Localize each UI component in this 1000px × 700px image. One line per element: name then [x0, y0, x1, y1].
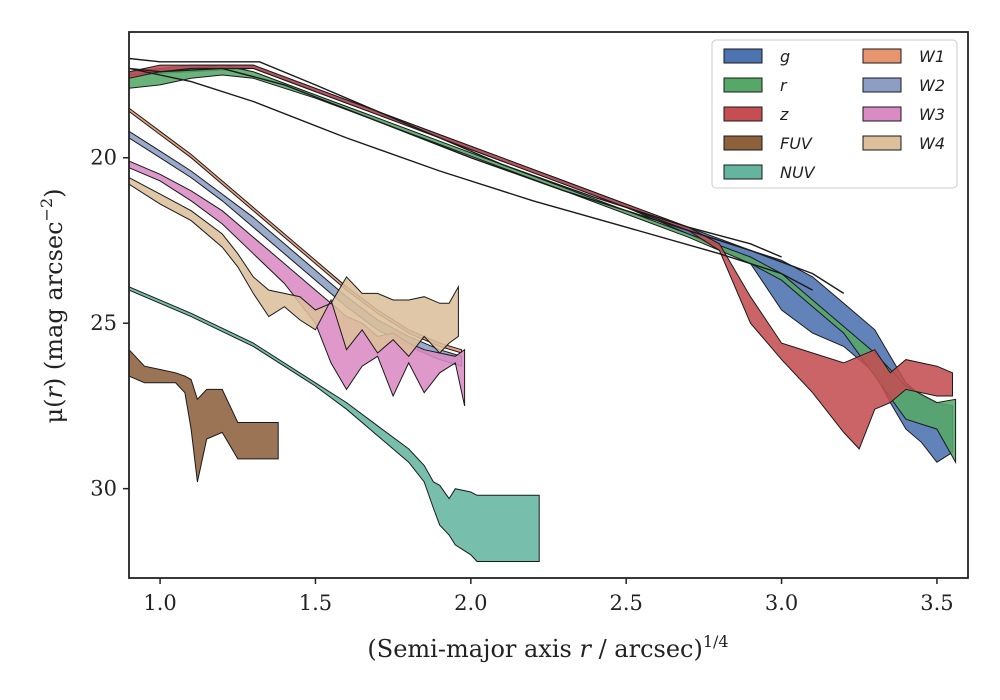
legend-label-w3: W3 — [919, 105, 945, 124]
x-axis-label-suffix: / arcsec) — [591, 635, 703, 663]
y-axis-label-suffix: ) — [40, 188, 68, 197]
legend-swatch-w1 — [862, 48, 902, 64]
legend-label-fuv: FUV — [780, 134, 813, 153]
x-tick-label: 2.0 — [454, 591, 487, 615]
legend-label-r: r — [780, 76, 788, 95]
x-axis-label-exponent: 1/4 — [703, 632, 729, 651]
x-axis-ticks: 1.0 1.5 2.0 2.5 3.0 3.5 — [143, 578, 954, 615]
x-axis-label-prefix: (Semi-major axis — [367, 635, 579, 663]
legend-swatch-w3 — [862, 106, 902, 122]
x-tick-label: 3.0 — [765, 591, 798, 615]
legend: grz FUV NUV W1 W2 W3 W4 — [711, 39, 958, 189]
legend-swatch-nuv — [723, 164, 763, 180]
y-axis-label-var: r — [40, 386, 68, 399]
legend-swatch-r — [723, 77, 763, 93]
legend-label-w1: W1 — [919, 47, 945, 66]
model-lines — [129, 57, 845, 294]
x-axis-label-var: r — [579, 635, 592, 663]
legend-label-w2: W2 — [919, 76, 945, 95]
y-axis-ticks: 20 25 30 — [90, 146, 129, 501]
band-z — [129, 64, 953, 450]
x-tick-label: 1.5 — [299, 591, 332, 615]
legend-label-nuv: NUV — [780, 163, 816, 182]
legend-label-z: z — [779, 105, 789, 124]
legend-swatch-fuv — [723, 135, 763, 151]
y-axis-label: μ(r) (mag arcsec−2) — [37, 188, 68, 423]
x-tick-label: 2.5 — [609, 591, 642, 615]
x-tick-label: 3.5 — [920, 591, 953, 615]
band-w4 — [129, 177, 459, 358]
legend-label-g: g — [780, 47, 790, 66]
legend-swatch-w2 — [862, 77, 902, 93]
legend-swatch-g — [723, 48, 763, 64]
y-axis-label-mid: ) (mag arcsec — [40, 221, 68, 387]
y-axis-label-prefix: μ( — [40, 399, 68, 424]
band-w3 — [129, 160, 466, 407]
model-line-1 — [129, 57, 782, 258]
y-tick-label: 30 — [90, 477, 117, 501]
legend-swatch-w4 — [862, 135, 902, 151]
x-axis-label: (Semi-major axis r / arcsec)1/4 — [367, 632, 728, 663]
y-tick-label: 20 — [90, 146, 117, 170]
x-tick-label: 1.0 — [143, 591, 176, 615]
y-tick-label: 25 — [90, 311, 117, 335]
legend-box — [711, 39, 958, 189]
plot-frame — [128, 31, 969, 579]
legend-swatch-z — [723, 106, 763, 122]
band-fuv — [129, 348, 279, 483]
model-line-2 — [129, 67, 845, 294]
y-axis-label-exponent: −2 — [37, 198, 56, 222]
band-nuv — [129, 286, 540, 562]
legend-label-w4: W4 — [919, 134, 945, 153]
model-line-3 — [129, 67, 813, 291]
